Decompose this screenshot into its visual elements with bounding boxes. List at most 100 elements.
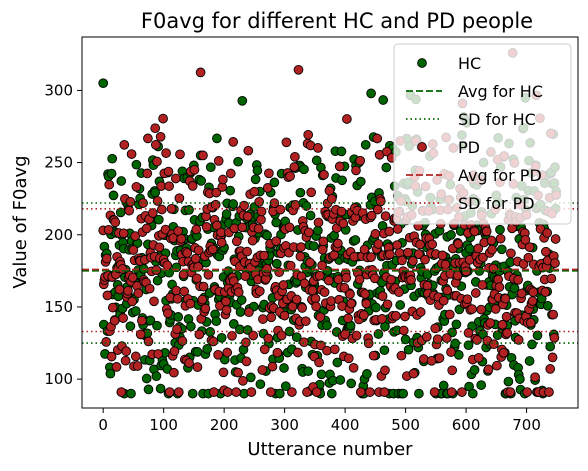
pd-point [269,198,280,208]
pd-point [153,349,164,359]
pd-point [317,260,327,271]
hc-point [291,332,302,343]
pd-point [155,131,166,142]
pd-point [198,281,209,292]
pd-point [372,204,383,215]
legend-label: Avg for HC [458,82,543,101]
hc-point [233,156,243,167]
hc-point [205,162,216,173]
y-tick-label: 250 [44,154,73,172]
hc-point [235,307,246,317]
pd-point [240,271,251,281]
legend-symbol [417,142,427,152]
pd-point [244,307,254,318]
pd-point [322,345,332,356]
pd-point [495,233,506,244]
pd-point [177,336,188,346]
pd-point [518,259,529,269]
hc-point [524,356,535,366]
y-tick-label: 150 [44,298,73,316]
pd-point [119,139,130,150]
hc-point [311,155,322,166]
pd-point [130,231,141,241]
hc-point [371,302,381,313]
pd-point [293,347,303,358]
pd-point [169,367,179,378]
pd-point [323,275,334,286]
pd-point [101,253,112,264]
pd-point [190,253,201,264]
pd-point [262,183,273,193]
pd-point [546,273,557,284]
pd-point [231,387,242,397]
pd-point [218,367,229,378]
hc-point [221,209,232,219]
hc-point [280,381,291,392]
pd-point [267,361,278,372]
pd-point [297,303,308,313]
pd-point [366,252,376,262]
pd-point [259,344,270,355]
pd-point [211,187,222,198]
hc-point [295,187,306,198]
pd-point [380,211,391,221]
pd-point [487,244,497,255]
pd-point [326,296,337,306]
pd-point [415,307,426,317]
pd-point [525,317,536,328]
pd-point [338,218,349,229]
hc-point [173,312,184,322]
pd-point [203,269,214,280]
pd-point [263,333,274,344]
plot-border [81,36,579,409]
pd-point [258,314,268,324]
pd-point [256,214,266,225]
y-tick-label: 300 [44,81,73,99]
pd-point [375,196,386,207]
hc-point [542,300,553,311]
pd-point [290,151,300,162]
pd-point [315,312,326,322]
pd-point [310,293,321,304]
pd-point [506,248,516,259]
pd-point [243,145,254,156]
hc-point [527,339,537,350]
pd-point [285,260,296,271]
pd-point [275,204,286,215]
hc-point [106,168,117,179]
pd-point [170,173,181,184]
hc-point [274,388,285,399]
pd-point [311,387,322,397]
pd-point [366,210,377,221]
pd-point [527,296,538,306]
pd-point [201,222,212,232]
pd-point [125,196,136,207]
hc-point [362,369,372,379]
pd-point [272,347,283,358]
hc-point [322,320,332,331]
hc-point [332,357,343,368]
legend-symbol [417,58,427,68]
pd-point [185,298,196,309]
pd-point [174,193,185,204]
pd-point [472,335,482,345]
pd-point [343,353,354,364]
pd-point [446,347,456,357]
reference-lines [82,202,578,344]
pd-point [132,361,143,371]
hc-point [398,388,409,399]
pd-point [437,250,448,261]
pd-point [212,220,222,231]
pd-point [233,367,243,378]
pd-point [318,236,329,247]
pd-point [492,360,502,371]
pd-point [333,274,344,285]
pd-point [175,149,185,160]
pd-point [382,299,393,310]
pd-point [102,290,113,301]
pd-point [184,358,194,368]
pd-point [528,287,539,297]
pd-point [343,313,353,324]
pd-point [192,273,202,284]
pd-point [385,249,395,260]
